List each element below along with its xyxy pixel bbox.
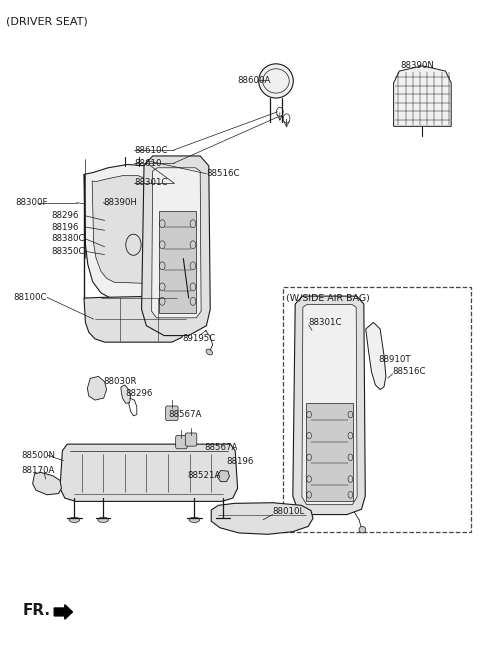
Text: 88350C: 88350C (52, 247, 85, 256)
Text: 88567A: 88567A (168, 410, 202, 419)
Text: 88030R: 88030R (103, 377, 137, 386)
Ellipse shape (69, 517, 80, 522)
FancyArrow shape (54, 605, 72, 619)
Ellipse shape (98, 517, 108, 522)
Text: 88100C: 88100C (13, 293, 47, 302)
Text: (DRIVER SEAT): (DRIVER SEAT) (6, 16, 87, 26)
Text: 88296: 88296 (126, 389, 153, 398)
Polygon shape (394, 66, 451, 126)
Text: 88380C: 88380C (52, 234, 85, 243)
Text: 88567A: 88567A (204, 443, 238, 452)
Polygon shape (92, 176, 172, 284)
Polygon shape (84, 164, 183, 299)
Text: 89195C: 89195C (182, 334, 216, 343)
Ellipse shape (189, 517, 200, 522)
Ellipse shape (218, 517, 228, 522)
Text: 88196: 88196 (227, 457, 254, 467)
Ellipse shape (359, 526, 366, 533)
Text: 88500N: 88500N (22, 451, 56, 460)
Polygon shape (217, 470, 229, 482)
Text: 88390H: 88390H (103, 198, 137, 207)
Text: 88170A: 88170A (22, 466, 55, 475)
Text: 88521A: 88521A (187, 470, 221, 480)
Text: 88610C: 88610C (134, 145, 168, 155)
Polygon shape (159, 211, 196, 313)
Text: 88516C: 88516C (393, 367, 426, 376)
Polygon shape (366, 322, 386, 390)
Polygon shape (152, 168, 201, 318)
Polygon shape (142, 156, 210, 336)
Text: 88910T: 88910T (378, 355, 411, 364)
Text: FR.: FR. (23, 603, 51, 618)
Text: 88600A: 88600A (238, 76, 271, 85)
FancyBboxPatch shape (176, 436, 187, 449)
Ellipse shape (259, 64, 293, 98)
FancyBboxPatch shape (185, 433, 197, 446)
Polygon shape (84, 296, 190, 342)
Bar (283, 287, 471, 532)
Polygon shape (306, 403, 353, 501)
Polygon shape (302, 305, 357, 505)
Text: (W/SIDE AIR BAG): (W/SIDE AIR BAG) (286, 294, 370, 303)
Text: 88196: 88196 (52, 222, 79, 232)
Polygon shape (293, 296, 365, 515)
Text: 88390N: 88390N (401, 61, 435, 70)
FancyBboxPatch shape (166, 406, 178, 420)
Polygon shape (60, 444, 238, 501)
Polygon shape (33, 472, 61, 495)
Polygon shape (211, 503, 313, 534)
Polygon shape (87, 376, 107, 400)
Text: 88301C: 88301C (134, 178, 168, 188)
Polygon shape (121, 385, 131, 403)
Text: 88300F: 88300F (15, 198, 48, 207)
Text: 88610: 88610 (134, 159, 162, 168)
Text: 88301C: 88301C (309, 318, 342, 327)
Text: 88296: 88296 (52, 211, 79, 220)
Text: 88010L: 88010L (273, 507, 305, 517)
Ellipse shape (206, 349, 213, 355)
Text: 88516C: 88516C (206, 169, 240, 178)
